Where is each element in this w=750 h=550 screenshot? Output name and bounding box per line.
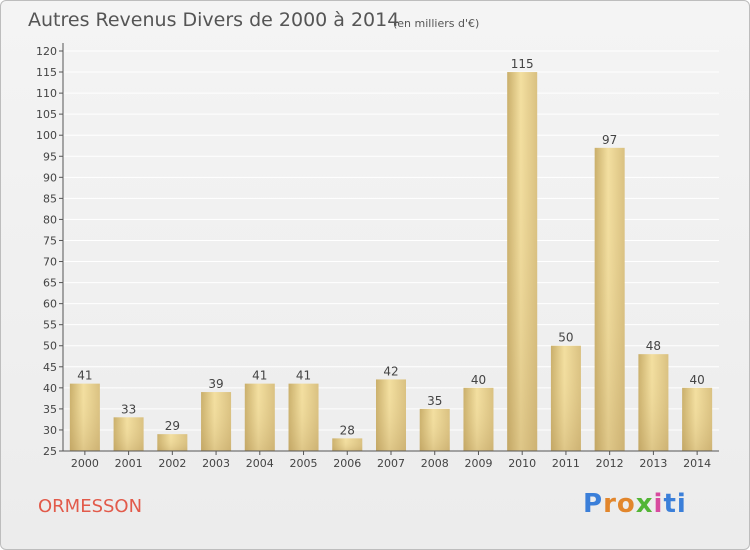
y-tick-label: 110	[36, 87, 57, 100]
bar-shade-2007	[376, 379, 406, 451]
logo-letter: P	[583, 489, 604, 519]
axes: 25 30 35 40 45 50 55 60 65 70 75 80 85 90 95 100 105 110 1…	[36, 43, 719, 470]
chart-subtitle: (en milliers d'€)	[393, 17, 480, 30]
y-tick-label: 85	[43, 192, 57, 205]
logo-letter: ti	[663, 489, 687, 519]
bar-shade-2008	[419, 408, 450, 451]
logo-letter: o	[616, 489, 636, 519]
y-tick-label: 25	[43, 445, 57, 458]
data-label: 97	[602, 133, 617, 147]
bar-shade-2001	[113, 417, 144, 451]
logo-letter: r	[603, 489, 617, 519]
x-tick-label: 2009	[464, 457, 492, 470]
y-tick-label: 60	[43, 298, 57, 311]
bar-shade-2014	[682, 387, 713, 451]
x-tick-label: 2008	[421, 457, 449, 470]
x-tick-label: 2013	[639, 457, 667, 470]
y-tick-label: 105	[36, 108, 57, 121]
bar-shade-2012	[594, 147, 625, 451]
x-tick-label: 2002	[158, 457, 186, 470]
chart-title: Autres Revenus Divers de 2000 à 2014	[28, 9, 400, 31]
x-tick-label: 2003	[202, 457, 230, 470]
x-tick-label: 2005	[290, 457, 318, 470]
logo-letter: x	[635, 489, 654, 519]
bar-shade-2002	[157, 434, 188, 451]
data-label: 40	[689, 373, 704, 387]
x-tick-label: 2010	[508, 457, 536, 470]
proxiti-logo: Proxiti	[583, 489, 687, 519]
data-label: 33	[121, 402, 136, 416]
data-label: 29	[165, 419, 180, 433]
x-tick-label: 2011	[552, 457, 580, 470]
data-label: 35	[427, 394, 442, 408]
data-label: 50	[558, 331, 573, 345]
x-tick-label: 2007	[377, 457, 405, 470]
y-tick-label: 100	[36, 129, 57, 142]
bar-shade-2010	[507, 72, 538, 451]
y-tick-label: 45	[43, 361, 57, 374]
data-label: 48	[646, 339, 661, 353]
bar-shade-2005	[288, 383, 319, 451]
data-label: 41	[296, 369, 311, 383]
bar-shade-2011	[550, 345, 581, 451]
y-tick-label: 70	[43, 256, 57, 269]
data-label: 42	[383, 364, 398, 378]
x-tick-label: 2006	[333, 457, 361, 470]
data-labels: 41 33 29 39 41 41 28 42 35 40 115 50 97 48 40	[77, 57, 705, 437]
bars	[69, 72, 713, 451]
y-tick-label: 95	[43, 150, 57, 163]
x-tick-label: 2012	[596, 457, 624, 470]
logo-letter: i	[653, 489, 664, 519]
commune-name: ORMESSON	[38, 496, 143, 517]
x-tick-label: 2014	[683, 457, 711, 470]
bar-shade-2003	[201, 392, 232, 451]
x-tick-label: 2004	[246, 457, 274, 470]
y-tick-label: 55	[43, 319, 57, 332]
bar-shade-2009	[463, 387, 494, 451]
x-tick-label: 2000	[71, 457, 99, 470]
bar-shade-2006	[332, 438, 363, 451]
data-label: 39	[208, 377, 223, 391]
y-tick-label: 65	[43, 277, 57, 290]
y-tick-label: 115	[36, 66, 57, 79]
data-label: 40	[471, 373, 486, 387]
y-tick-label: 120	[36, 45, 57, 58]
y-tick-label: 80	[43, 213, 57, 226]
y-tick-label: 40	[43, 382, 57, 395]
bar-shade-2013	[638, 354, 669, 451]
bar-shade-2000	[69, 383, 100, 451]
y-tick-label: 30	[43, 424, 57, 437]
data-label: 41	[252, 369, 267, 383]
bar-shade-2004	[244, 383, 275, 451]
y-tick-label: 75	[43, 234, 57, 247]
y-tick-label: 90	[43, 171, 57, 184]
data-label: 28	[340, 423, 355, 437]
y-tick-label: 35	[43, 403, 57, 416]
y-tick-label: 50	[43, 340, 57, 353]
data-label: 115	[511, 57, 534, 71]
data-label: 41	[77, 369, 92, 383]
x-tick-label: 2001	[115, 457, 143, 470]
